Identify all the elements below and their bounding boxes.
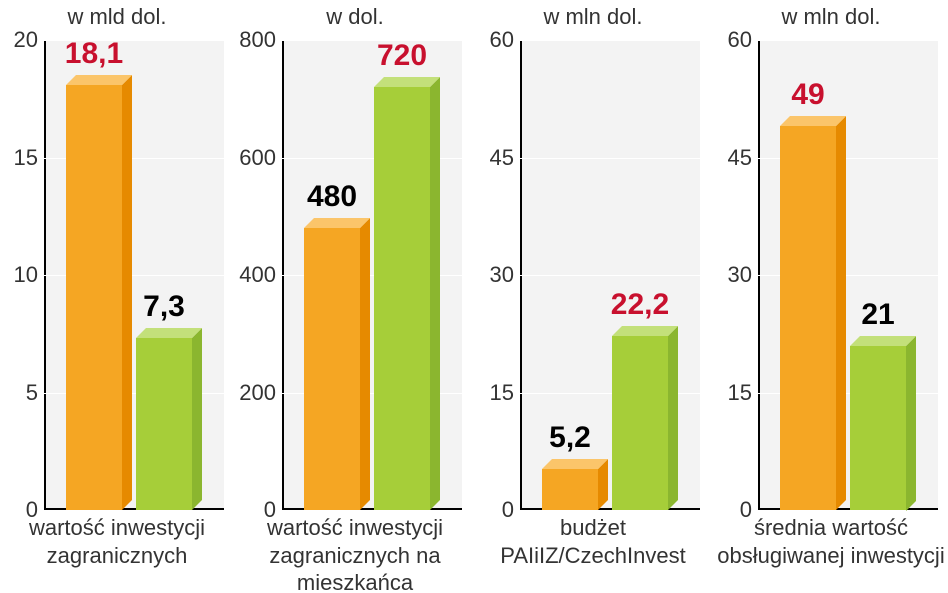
bar-top xyxy=(136,328,202,338)
grid-line xyxy=(758,40,938,41)
bar-side xyxy=(836,116,846,510)
y-tick-label: 10 xyxy=(14,262,44,288)
bar-value-label: 720 xyxy=(377,39,427,73)
y-tick-label: 20 xyxy=(14,27,44,53)
bar-side xyxy=(360,218,370,510)
y-tick-label: 60 xyxy=(728,27,758,53)
x-axis-label: średnia wartość obsługiwanej inwestycji xyxy=(714,514,948,569)
grid-line xyxy=(282,40,462,41)
bar-front xyxy=(374,87,430,510)
bar-value-label: 21 xyxy=(861,298,894,332)
grid-line xyxy=(520,40,700,41)
y-tick-label: 30 xyxy=(728,262,758,288)
bar-value-label: 480 xyxy=(307,180,357,214)
bar-value-label: 22,2 xyxy=(611,288,669,322)
chart-panel: w mln dol.0153045604921średnia wartość o… xyxy=(714,0,948,593)
bar-front xyxy=(66,85,122,510)
bar-group: 4921 xyxy=(780,126,906,510)
x-axis-label: budżet PAIiIZ/CzechInvest xyxy=(476,514,710,569)
bar-top xyxy=(304,218,370,228)
y-tick-label: 15 xyxy=(728,380,758,406)
y-tick-label: 400 xyxy=(239,262,282,288)
bar-top xyxy=(542,459,608,469)
bar-orange: 18,1 xyxy=(66,85,122,510)
bar-top xyxy=(374,77,440,87)
bar-front xyxy=(780,126,836,510)
bar-side xyxy=(122,75,132,510)
bar-group: 480720 xyxy=(304,87,430,510)
y-tick-label: 45 xyxy=(728,145,758,171)
bar-top xyxy=(612,326,678,336)
bar-front xyxy=(542,469,598,510)
y-tick-label: 15 xyxy=(490,380,520,406)
plot-area: 0200400600800480720 xyxy=(282,40,462,510)
chart-row: w mld dol.0510152018,17,3wartość inwesty… xyxy=(0,0,948,593)
y-tick-label: 60 xyxy=(490,27,520,53)
bar-green: 720 xyxy=(374,87,430,510)
bar-front xyxy=(304,228,360,510)
bar-value-label: 49 xyxy=(791,78,824,112)
y-tick-label: 15 xyxy=(14,145,44,171)
chart-panel: w mln dol.0153045605,222,2budżet PAIiIZ/… xyxy=(476,0,710,593)
grid-line xyxy=(520,275,700,276)
bar-group: 5,2 22,2 xyxy=(542,336,668,510)
bar-side xyxy=(430,77,440,510)
plot-area: 0153045605,222,2 xyxy=(520,40,700,510)
bar-orange: 480 xyxy=(304,228,360,510)
bar-green: 22,2 xyxy=(612,336,668,510)
bar-green: 7,3 xyxy=(136,338,192,510)
chart-panel: w mld dol.0510152018,17,3wartość inwesty… xyxy=(0,0,234,593)
bar-orange: 5,2 xyxy=(542,469,598,510)
y-tick-label: 45 xyxy=(490,145,520,171)
x-axis-label: wartość inwestycji zagranicznych xyxy=(0,514,234,569)
bar-green: 21 xyxy=(850,346,906,511)
chart-panel: w dol.0200400600800480720wartość inwesty… xyxy=(238,0,472,593)
bar-value-label: 5,2 xyxy=(549,421,591,455)
bar-top xyxy=(780,116,846,126)
plot-area: 0153045604921 xyxy=(758,40,938,510)
grid-line xyxy=(520,158,700,159)
bar-orange: 49 xyxy=(780,126,836,510)
bar-side xyxy=(668,326,678,510)
bar-front xyxy=(850,346,906,511)
y-tick-label: 5 xyxy=(26,380,44,406)
plot-area: 0510152018,17,3 xyxy=(44,40,224,510)
bar-value-label: 18,1 xyxy=(65,37,123,71)
bar-top xyxy=(850,336,916,346)
bar-front xyxy=(136,338,192,510)
y-tick-label: 600 xyxy=(239,145,282,171)
bar-group: 18,17,3 xyxy=(66,85,192,510)
bar-value-label: 7,3 xyxy=(143,290,185,324)
bar-side xyxy=(192,328,202,510)
y-tick-label: 200 xyxy=(239,380,282,406)
bar-front xyxy=(612,336,668,510)
bar-side xyxy=(906,336,916,511)
bar-top xyxy=(66,75,132,85)
y-tick-label: 30 xyxy=(490,262,520,288)
y-tick-label: 800 xyxy=(239,27,282,53)
x-axis-label: wartość inwestycji zagranicznych na mies… xyxy=(238,514,472,593)
